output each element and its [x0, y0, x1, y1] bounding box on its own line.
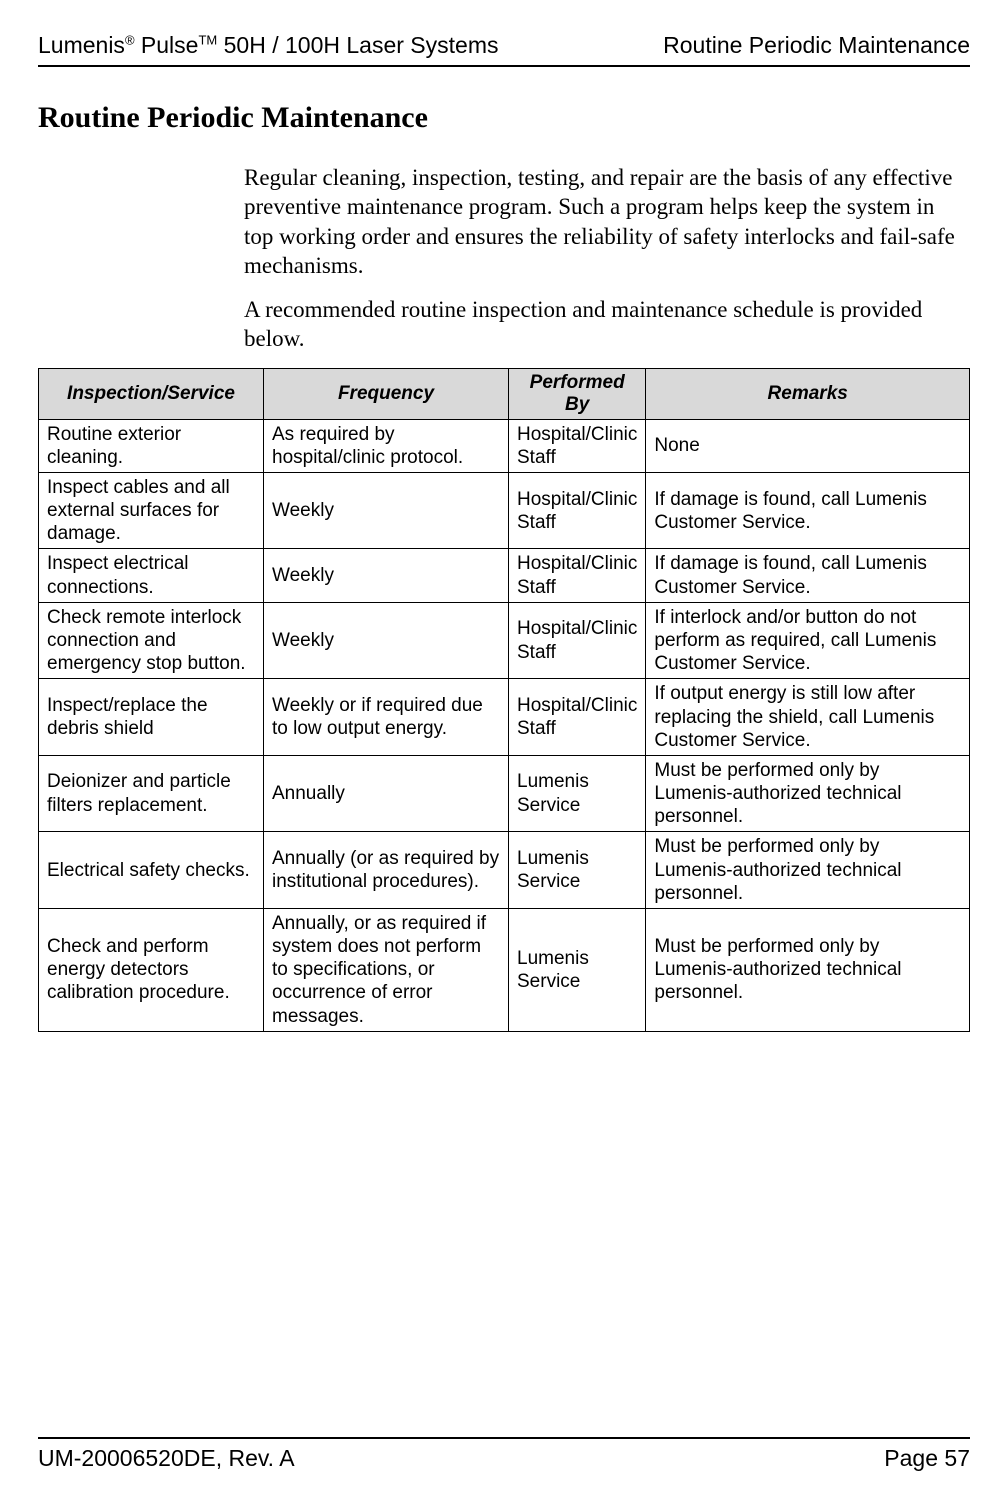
body-text-block: Regular cleaning, inspection, testing, a…	[244, 163, 966, 354]
table-row: Electrical safety checks. Annually (or a…	[39, 832, 970, 909]
cell-inspection: Inspect cables and all external surfaces…	[39, 472, 264, 549]
cell-frequency: Weekly	[264, 472, 509, 549]
cell-frequency: Weekly	[264, 602, 509, 679]
col-header-inspection: Inspection/Service	[39, 368, 264, 419]
cell-performed-by: Hospital/Clinic Staff	[509, 679, 646, 756]
cell-remarks: If output energy is still low after repl…	[646, 679, 970, 756]
col-header-remarks: Remarks	[646, 368, 970, 419]
intro-paragraph-1: Regular cleaning, inspection, testing, a…	[244, 163, 966, 281]
table-header-row: Inspection/Service Frequency Performed B…	[39, 368, 970, 419]
registered-mark: ®	[125, 32, 135, 47]
cell-performed-by: Lumenis Service	[509, 755, 646, 832]
header-right: Routine Periodic Maintenance	[663, 32, 970, 59]
table-row: Inspect cables and all external surfaces…	[39, 472, 970, 549]
header-left: Lumenis® PulseTM 50H / 100H Laser System…	[38, 32, 498, 59]
intro-paragraph-2: A recommended routine inspection and mai…	[244, 295, 966, 354]
cell-performed-by: Hospital/Clinic Staff	[509, 419, 646, 472]
cell-inspection: Check remote interlock connection and em…	[39, 602, 264, 679]
col-header-performed-by: Performed By	[509, 368, 646, 419]
table-row: Check and perform energy detectors calib…	[39, 908, 970, 1031]
table-row: Deionizer and particle filters replaceme…	[39, 755, 970, 832]
page-header: Lumenis® PulseTM 50H / 100H Laser System…	[38, 32, 970, 67]
cell-inspection: Inspect electrical connections.	[39, 549, 264, 602]
table-row: Check remote interlock connection and em…	[39, 602, 970, 679]
brand-name: Lumenis	[38, 32, 125, 58]
table-row: Inspect/replace the debris shield Weekly…	[39, 679, 970, 756]
cell-frequency: Annually (or as required by institutiona…	[264, 832, 509, 909]
col-header-frequency: Frequency	[264, 368, 509, 419]
cell-performed-by: Hospital/Clinic Staff	[509, 602, 646, 679]
cell-remarks: Must be performed only by Lumenis-author…	[646, 908, 970, 1031]
table-row: Routine exterior cleaning. As required b…	[39, 419, 970, 472]
cell-frequency: As required by hospital/clinic protocol.	[264, 419, 509, 472]
product-name: Pulse	[135, 32, 199, 58]
footer-doc-id: UM-20006520DE, Rev. A	[38, 1445, 295, 1472]
cell-inspection: Routine exterior cleaning.	[39, 419, 264, 472]
cell-performed-by: Hospital/Clinic Staff	[509, 549, 646, 602]
model-suffix: 50H / 100H Laser Systems	[217, 32, 498, 58]
cell-inspection: Electrical safety checks.	[39, 832, 264, 909]
cell-performed-by: Hospital/Clinic Staff	[509, 472, 646, 549]
cell-inspection: Check and perform energy detectors calib…	[39, 908, 264, 1031]
cell-frequency: Weekly	[264, 549, 509, 602]
cell-remarks: If interlock and/or button do not perfor…	[646, 602, 970, 679]
cell-frequency: Weekly or if required due to low output …	[264, 679, 509, 756]
table-row: Inspect electrical connections. Weekly H…	[39, 549, 970, 602]
cell-frequency: Annually	[264, 755, 509, 832]
page-footer: UM-20006520DE, Rev. A Page 57	[38, 1437, 970, 1472]
cell-inspection: Deionizer and particle filters replaceme…	[39, 755, 264, 832]
footer-page-number: Page 57	[884, 1445, 970, 1472]
cell-remarks: If damage is found, call Lumenis Custome…	[646, 549, 970, 602]
cell-inspection: Inspect/replace the debris shield	[39, 679, 264, 756]
cell-frequency: Annually, or as required if system does …	[264, 908, 509, 1031]
cell-remarks: Must be performed only by Lumenis-author…	[646, 755, 970, 832]
cell-performed-by: Lumenis Service	[509, 832, 646, 909]
section-title: Routine Periodic Maintenance	[38, 101, 970, 135]
maintenance-table: Inspection/Service Frequency Performed B…	[38, 368, 970, 1032]
cell-remarks: Must be performed only by Lumenis-author…	[646, 832, 970, 909]
trademark-mark: TM	[198, 32, 217, 47]
cell-remarks: None	[646, 419, 970, 472]
cell-remarks: If damage is found, call Lumenis Custome…	[646, 472, 970, 549]
cell-performed-by: Lumenis Service	[509, 908, 646, 1031]
